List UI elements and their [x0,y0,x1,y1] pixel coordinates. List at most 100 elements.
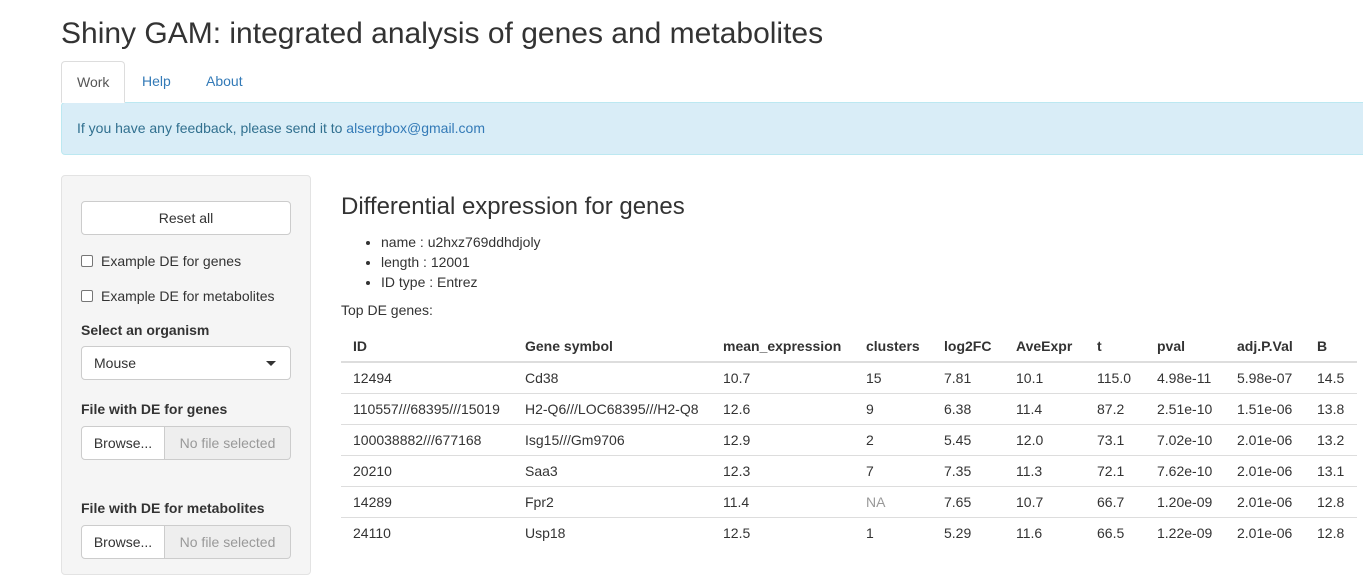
table-cell: 115.0 [1097,369,1131,386]
table-cell: 7.02e-10 [1145,423,1225,455]
tab-about[interactable]: About [206,73,243,89]
table-cell: 11.3 [1004,454,1085,486]
table-cell: 66.5 [1085,516,1145,548]
top-de-label: Top DE genes: [341,302,433,318]
table-cell: 5.45 [932,423,1004,455]
info-id-type: ID type : Entrez [381,272,685,292]
sidebar-panel: Reset all Example DE for genes Example D… [61,175,311,575]
table-cell: 7.35 [932,454,1004,486]
table-cell: 2.01e-06 [1225,423,1305,455]
table-cell: 14289 [341,485,513,517]
table-cell: 5.98e-07 [1237,369,1293,386]
feedback-text: If you have any feedback, please send it… [77,120,347,136]
table-cell: 12.6 [711,392,854,424]
column-header[interactable]: clusters [854,330,932,363]
table-row: 12494 Cd38 10.7 15 7.81 10.1 115.0 4.98e-11 5.98… [341,362,1357,393]
table-cell: 13.1 [1305,454,1357,486]
organism-label: Select an organism [81,322,210,338]
de-genes-table: ID Gene symbol mean_expression clusters … [341,330,1357,548]
genes-file-status: No file selected [165,426,291,460]
table-cell: Cd38 [525,369,559,386]
example-genes-checkbox-row[interactable]: Example DE for genes [81,251,241,271]
table-cell: 87.2 [1085,392,1145,424]
organism-select[interactable]: Mouse [81,346,291,380]
table-header-row: ID Gene symbol mean_expression clusters … [341,330,1357,363]
table-cell: 1.22e-09 [1145,516,1225,548]
feedback-alert: If you have any feedback, please send it… [61,102,1363,155]
table-cell: 12.0 [1004,423,1085,455]
info-length: length : 12001 [381,252,685,272]
column-header[interactable]: Gene symbol [513,330,711,363]
table-cell: 2 [854,423,932,455]
app-title: Shiny GAM: integrated analysis of genes … [61,17,824,50]
genes-file-input: Browse... No file selected [81,426,291,460]
table-cell: 5.29 [932,516,1004,548]
column-header[interactable]: adj.P.Val [1225,330,1305,363]
organism-value: Mouse [94,355,137,371]
column-header[interactable]: mean_expression [711,330,854,363]
table-row: 110557///68395///15019 H2-Q6///LOC68395//… [341,392,1357,424]
table-cell: 15 [866,369,882,386]
table-cell: 9 [854,392,932,424]
table-cell: 11.6 [1004,516,1085,548]
table-body: 12494 Cd38 10.7 15 7.81 10.1 115.0 4.98e-11 5.98… [341,362,1357,548]
table-cell: 12.8 [1305,485,1357,517]
reset-all-button[interactable]: Reset all [81,201,291,235]
table-cell: 7.65 [932,485,1004,517]
table-cell: 10.7 [723,369,751,386]
table-cell: 12.8 [1305,516,1357,548]
tab-help[interactable]: Help [142,73,171,89]
column-header[interactable]: pval [1145,330,1225,363]
feedback-email-link[interactable]: alsergbox@gmail.com [346,120,486,136]
column-header[interactable]: ID [341,330,513,363]
table-cell: 1 [854,516,932,548]
table-cell: NA [854,485,932,517]
table-cell: 110557///68395///15019 [341,392,513,424]
table-cell: 12.3 [711,454,854,486]
example-genes-label: Example DE for genes [101,253,242,269]
table-row: 20210 Saa3 12.3 7 7.35 11.3 72.1 7.62e-10 2.01e-… [341,454,1357,486]
chevron-down-icon [266,361,276,366]
table-cell: 10.7 [1004,485,1085,517]
table-cell: 10.1 [1016,369,1044,386]
table-cell: Fpr2 [513,485,711,517]
table-cell: 73.1 [1085,423,1145,455]
metabolites-file-label: File with DE for metabolites [81,500,265,516]
table-cell: 7 [854,454,932,486]
table-cell: 1.51e-06 [1225,392,1305,424]
table-cell: Saa3 [513,454,711,486]
example-metabolites-checkbox[interactable] [81,290,93,302]
table-cell: 13.8 [1305,392,1357,424]
main-panel: Differential expression for genes name :… [341,190,685,318]
table-cell: 13.2 [1305,423,1357,455]
table-cell: 11.4 [1004,392,1085,424]
table-cell: 14.5 [1317,369,1345,386]
table-cell: 72.1 [1085,454,1145,486]
table-cell: 2.01e-06 [1225,454,1305,486]
example-genes-checkbox[interactable] [81,255,93,267]
column-header[interactable]: AveExpr [1004,330,1085,363]
table-cell: 12494 [353,369,392,386]
table-cell: 12.9 [711,423,854,455]
table-cell: 100038882///677168 [341,423,513,455]
table-cell: 4.98e-11 [1157,369,1212,386]
metabolites-browse-button[interactable]: Browse... [81,525,165,559]
tab-work[interactable]: Work [61,61,125,103]
example-metabolites-checkbox-row[interactable]: Example DE for metabolites [81,286,275,306]
table-cell: 2.01e-06 [1225,516,1305,548]
column-header[interactable]: log2FC [932,330,1004,363]
table-row: 14289 Fpr2 11.4 NA 7.65 10.7 66.7 1.20e-09 2.01e… [341,485,1357,517]
column-header[interactable]: B [1305,330,1357,363]
genes-browse-button[interactable]: Browse... [81,426,165,460]
table-cell: 7.62e-10 [1145,454,1225,486]
column-header[interactable]: t [1085,330,1145,363]
nav-tabs: Work Help About [61,61,1363,103]
table-cell: Isg15///Gm9706 [513,423,711,455]
table-cell: 6.38 [932,392,1004,424]
example-metabolites-label: Example DE for metabolites [101,288,275,304]
table-cell: 7.81 [944,369,972,386]
metabolites-file-input: Browse... No file selected [81,525,291,559]
table-cell: 11.4 [711,485,854,517]
dataset-info-list: name : u2hxz769ddhdjoly length : 12001 I… [341,232,685,292]
table-row: 100038882///677168 Isg15///Gm9706 12.9 2 5.4… [341,423,1357,455]
